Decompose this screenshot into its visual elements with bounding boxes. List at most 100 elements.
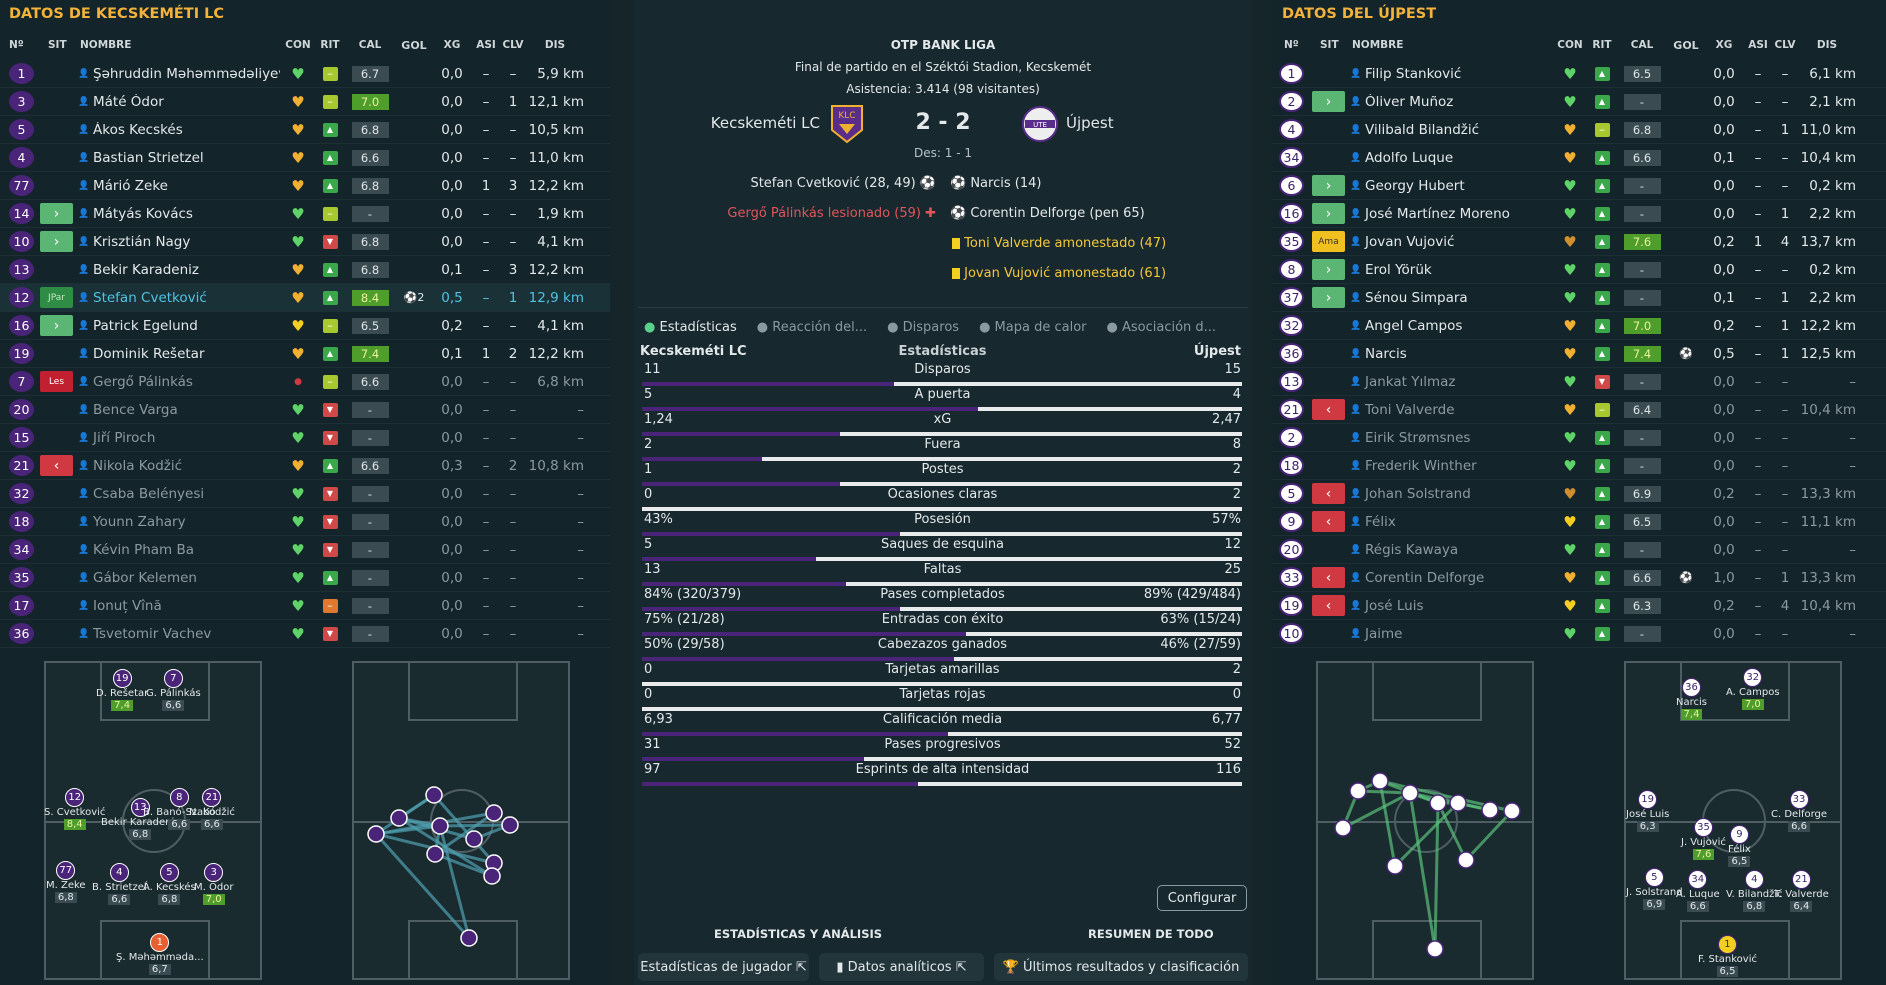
formation-player[interactable]: 34 A. Luque 6,6 bbox=[1676, 870, 1720, 912]
col-dis[interactable]: DIS bbox=[1816, 39, 1838, 51]
player-row[interactable]: 20 👤 Bence Varga ♥ ▼ - 0,0 – – – bbox=[0, 396, 610, 424]
formation-player[interactable]: 1 F. Stanković 6,5 bbox=[1698, 935, 1757, 977]
player-name-cell[interactable]: 👤 Jankat Yılmaz bbox=[1350, 374, 1552, 390]
formation-player[interactable]: 32 A. Campos 7,0 bbox=[1726, 668, 1780, 710]
player-row[interactable]: 36 👤 Narcis ♥ ▲ 7.4 ⚽ 0,5 – 1 12,5 km bbox=[1272, 340, 1886, 368]
player-name-cell[interactable]: 👤 Şəhruddin Məhəmmədəliyev bbox=[78, 66, 280, 82]
player-row[interactable]: 13 👤 Bekir Karadeniz ♥ ▲ 6.8 0,1 – 3 12,2 km bbox=[0, 256, 610, 284]
formation-player[interactable]: 5 J. Solstrand 6,9 bbox=[1626, 868, 1683, 910]
player-row[interactable]: 19 ‹ 👤 José Luis ♥ ▲ 6.3 0,2 – 4 10,4 km bbox=[1272, 592, 1886, 620]
formation-player[interactable]: 13 Bekir Karadeniz 6,8 bbox=[101, 798, 180, 840]
player-row[interactable]: 18 👤 Frederik Winther ♥ ▲ - 0,0 – – – bbox=[1272, 452, 1886, 480]
formation-player[interactable]: 4 V. Bilandžić 6,8 bbox=[1726, 870, 1783, 912]
formation-player[interactable]: 7 G. Pálinkás 6,6 bbox=[146, 669, 201, 711]
col-asi[interactable]: ASI bbox=[1748, 39, 1768, 51]
col-sit[interactable]: SIT bbox=[1320, 39, 1339, 51]
player-name-cell[interactable]: 👤 José Luis bbox=[1350, 598, 1552, 614]
player-name-cell[interactable]: 👤 Narcis bbox=[1350, 346, 1552, 362]
formation-player[interactable]: 1 Ş. Məhəmməda... 6,7 bbox=[116, 933, 204, 975]
tab-mapa-calor[interactable]: ● Mapa de calor bbox=[979, 320, 1087, 335]
player-row[interactable]: 3 👤 Máté Ódor ♥ –7.0 0,0–1 12,1 km bbox=[0, 88, 610, 116]
formation-player[interactable]: 8 B. Banó-Szabó 6,6 bbox=[143, 788, 216, 830]
formation-player[interactable]: 35 J. Vujović 7,6 bbox=[1681, 818, 1726, 860]
player-row[interactable]: 21 ‹ 👤 Nikola Kodžić ♥ ▲ 6.6 0,3 – 2 10,8 km bbox=[0, 452, 610, 480]
tab-disparos[interactable]: ● Disparos bbox=[887, 320, 960, 335]
player-row[interactable]: 4 👤 Bastian Strietzel ♥ ▲ 6.6 0,0– –11,0 km bbox=[0, 144, 610, 172]
player-name-cell[interactable]: 👤 Gábor Kelemen bbox=[78, 570, 280, 586]
player-name-cell[interactable]: 👤 Bence Varga bbox=[78, 402, 280, 418]
col-rit[interactable]: RIT bbox=[1592, 39, 1612, 51]
player-name-cell[interactable]: 👤 Óliver Muñoz bbox=[1350, 94, 1552, 110]
player-name-cell[interactable]: 👤 Jaime bbox=[1350, 626, 1552, 642]
player-name-cell[interactable]: 👤 Krisztián Nagy bbox=[78, 234, 280, 250]
player-row[interactable]: 2 › 👤 Óliver Muñoz ♥ ▲ - 0,0 – – 2,1 km bbox=[1272, 88, 1886, 116]
player-row[interactable]: 6 › 👤 Georgy Hubert ♥ ▲ - 0,0 – – 0,2 km bbox=[1272, 172, 1886, 200]
player-row[interactable]: 17 👤 Ionuț Vînă ♥ – -0,0– – – bbox=[0, 592, 610, 620]
formation-player[interactable]: 21 T. Valverde 6,4 bbox=[1774, 870, 1829, 912]
col-num[interactable]: Nº bbox=[1284, 39, 1299, 51]
configure-button[interactable]: Configurar bbox=[1157, 885, 1247, 911]
col-gol[interactable]: GOL bbox=[401, 38, 427, 52]
col-dis[interactable]: DIS bbox=[544, 39, 566, 51]
player-row[interactable]: 33 ‹ 👤 Corentin Delforge ♥ ▲ 6.6 ⚽ 1,0 – 1 13,3 km bbox=[1272, 564, 1886, 592]
player-row[interactable]: 36 👤 Tsvetomir Vachev ♥ ▼ - 0,0 – – – bbox=[0, 620, 610, 648]
formation-player[interactable]: 77 M. Zeke 6,8 bbox=[46, 861, 86, 903]
player-row[interactable]: 34 👤 Kévin Pham Ba ♥ ▼ - 0,0 – – – bbox=[0, 536, 610, 564]
player-name-cell[interactable]: 👤 Gergő Pálinkás bbox=[78, 374, 280, 390]
player-row[interactable]: 77 👤 Márió Zeke ♥ ▲ 6.8 0,0 1 3 12,2 km bbox=[0, 172, 610, 200]
col-clv[interactable]: CLV bbox=[502, 39, 524, 51]
player-name-cell[interactable]: 👤 Corentin Delforge bbox=[1350, 570, 1552, 586]
player-row[interactable]: 12 JPar 👤 Stefan Cvetković ♥ ▲ 8.4 ⚽ 2 0,5 – 1 12,9 … bbox=[0, 284, 610, 312]
player-name-cell[interactable]: 👤 Younn Zahary bbox=[78, 514, 280, 530]
player-name-cell[interactable]: 👤 Jiří Piroch bbox=[78, 430, 280, 446]
player-row[interactable]: 19 👤 Dominik Rešetar ♥ ▲ 7.4 0,1 1 2 12,2 km bbox=[0, 340, 610, 368]
player-name-cell[interactable]: 👤 Eirik Strømsnes bbox=[1350, 430, 1552, 446]
player-name-cell[interactable]: 👤 Sénou Simpara bbox=[1350, 290, 1552, 306]
formation-player[interactable]: 4 B. Strietzel 6,6 bbox=[92, 863, 147, 905]
formation-player[interactable]: 12 S. Cvetković 8,4 bbox=[44, 788, 105, 830]
player-name-cell[interactable]: 👤 Patrick Egelund bbox=[78, 318, 280, 334]
formation-player[interactable]: 9 Félix 6,5 bbox=[1728, 825, 1751, 867]
col-clv[interactable]: CLV bbox=[1774, 39, 1796, 51]
formation-player[interactable]: 19 D. Rešetar 7,4 bbox=[96, 669, 148, 711]
player-name-cell[interactable]: 👤 Máté Ódor bbox=[78, 94, 280, 110]
player-name-cell[interactable]: 👤 Vilibald Bilandžić bbox=[1350, 122, 1552, 138]
player-name-cell[interactable]: 👤 Bekir Karadeniz bbox=[78, 262, 280, 278]
player-name-cell[interactable]: 👤 Nikola Kodžić bbox=[78, 458, 280, 474]
player-row[interactable]: 10 › 👤 Krisztián Nagy ♥ ▼ 6.8 0,0 – – 4,1 km bbox=[0, 228, 610, 256]
player-row[interactable]: 5 👤 Ákos Kecskés ♥ ▲ 6.8 0,0– –10,5 km bbox=[0, 116, 610, 144]
player-name-cell[interactable]: 👤 Félix bbox=[1350, 514, 1552, 530]
col-sit[interactable]: SIT bbox=[48, 39, 67, 51]
player-name-cell[interactable]: 👤 Csaba Belényesi bbox=[78, 486, 280, 502]
formation-player[interactable]: 3 M. Ódor 7,0 bbox=[194, 863, 233, 905]
player-name-cell[interactable]: 👤 Erol Yörük bbox=[1350, 262, 1552, 278]
player-row[interactable]: 1 👤 Filip Stanković ♥ ▲ 6.5 0,0 – – 6,1 km bbox=[1272, 60, 1886, 88]
col-name[interactable]: NOMBRE bbox=[1352, 39, 1404, 51]
col-gol[interactable]: GOL bbox=[1673, 38, 1699, 52]
col-con[interactable]: CON bbox=[1557, 39, 1583, 51]
player-name-cell[interactable]: 👤 Georgy Hubert bbox=[1350, 178, 1552, 194]
player-row[interactable]: 18 👤 Younn Zahary ♥ ▼ - 0,0 – – – bbox=[0, 508, 610, 536]
player-name-cell[interactable]: 👤 Angel Campos bbox=[1350, 318, 1552, 334]
player-name-cell[interactable]: 👤 Márió Zeke bbox=[78, 178, 280, 194]
player-row[interactable]: 32 👤 Angel Campos ♥ ▲ 7.0 0,2 – 1 12,2 km bbox=[1272, 312, 1886, 340]
player-row[interactable]: 35 Ama 👤 Jovan Vujović ♥ ▲ 7.6 0,2 1 4 13,7 km bbox=[1272, 228, 1886, 256]
player-name-cell[interactable]: 👤 Ákos Kecskés bbox=[78, 122, 280, 138]
player-name-cell[interactable]: 👤 Frederik Winther bbox=[1350, 458, 1552, 474]
player-name-cell[interactable]: 👤 Bastian Strietzel bbox=[78, 150, 280, 166]
player-row[interactable]: 15 👤 Jiří Piroch ♥ ▼ - 0,0 – – – bbox=[0, 424, 610, 452]
col-con[interactable]: CON bbox=[285, 39, 311, 51]
player-row[interactable]: 21 ‹ 👤 Toni Valverde ♥ –6.4 0,0– –10,4 km bbox=[1272, 396, 1886, 424]
tab-asociacion[interactable]: ● Asociación d... bbox=[1106, 320, 1217, 335]
tab-reaccion[interactable]: ● Reacción del... bbox=[756, 320, 868, 335]
player-row[interactable]: 20 👤 Régis Kawaya ♥ ▲ - 0,0 – – – bbox=[1272, 536, 1886, 564]
formation-player[interactable]: 36 Narcis 7,4 bbox=[1676, 678, 1707, 720]
player-name-cell[interactable]: 👤 Dominik Rešetar bbox=[78, 346, 280, 362]
player-row[interactable]: 1 👤 Şəhruddin Məhəmmədəliyev ♥ –6.7 0,0– –5,9 … bbox=[0, 60, 610, 88]
analytics-button[interactable]: ▮ Datos analíticos ⇱ bbox=[819, 953, 984, 981]
col-cal[interactable]: CAL bbox=[1630, 39, 1654, 51]
player-name-cell[interactable]: 👤 José Martínez Moreno bbox=[1350, 206, 1552, 222]
col-asi[interactable]: ASI bbox=[476, 39, 496, 51]
player-name-cell[interactable]: 👤 Stefan Cvetković bbox=[78, 290, 280, 306]
player-name-cell[interactable]: 👤 Mátyás Kovács bbox=[78, 206, 280, 222]
